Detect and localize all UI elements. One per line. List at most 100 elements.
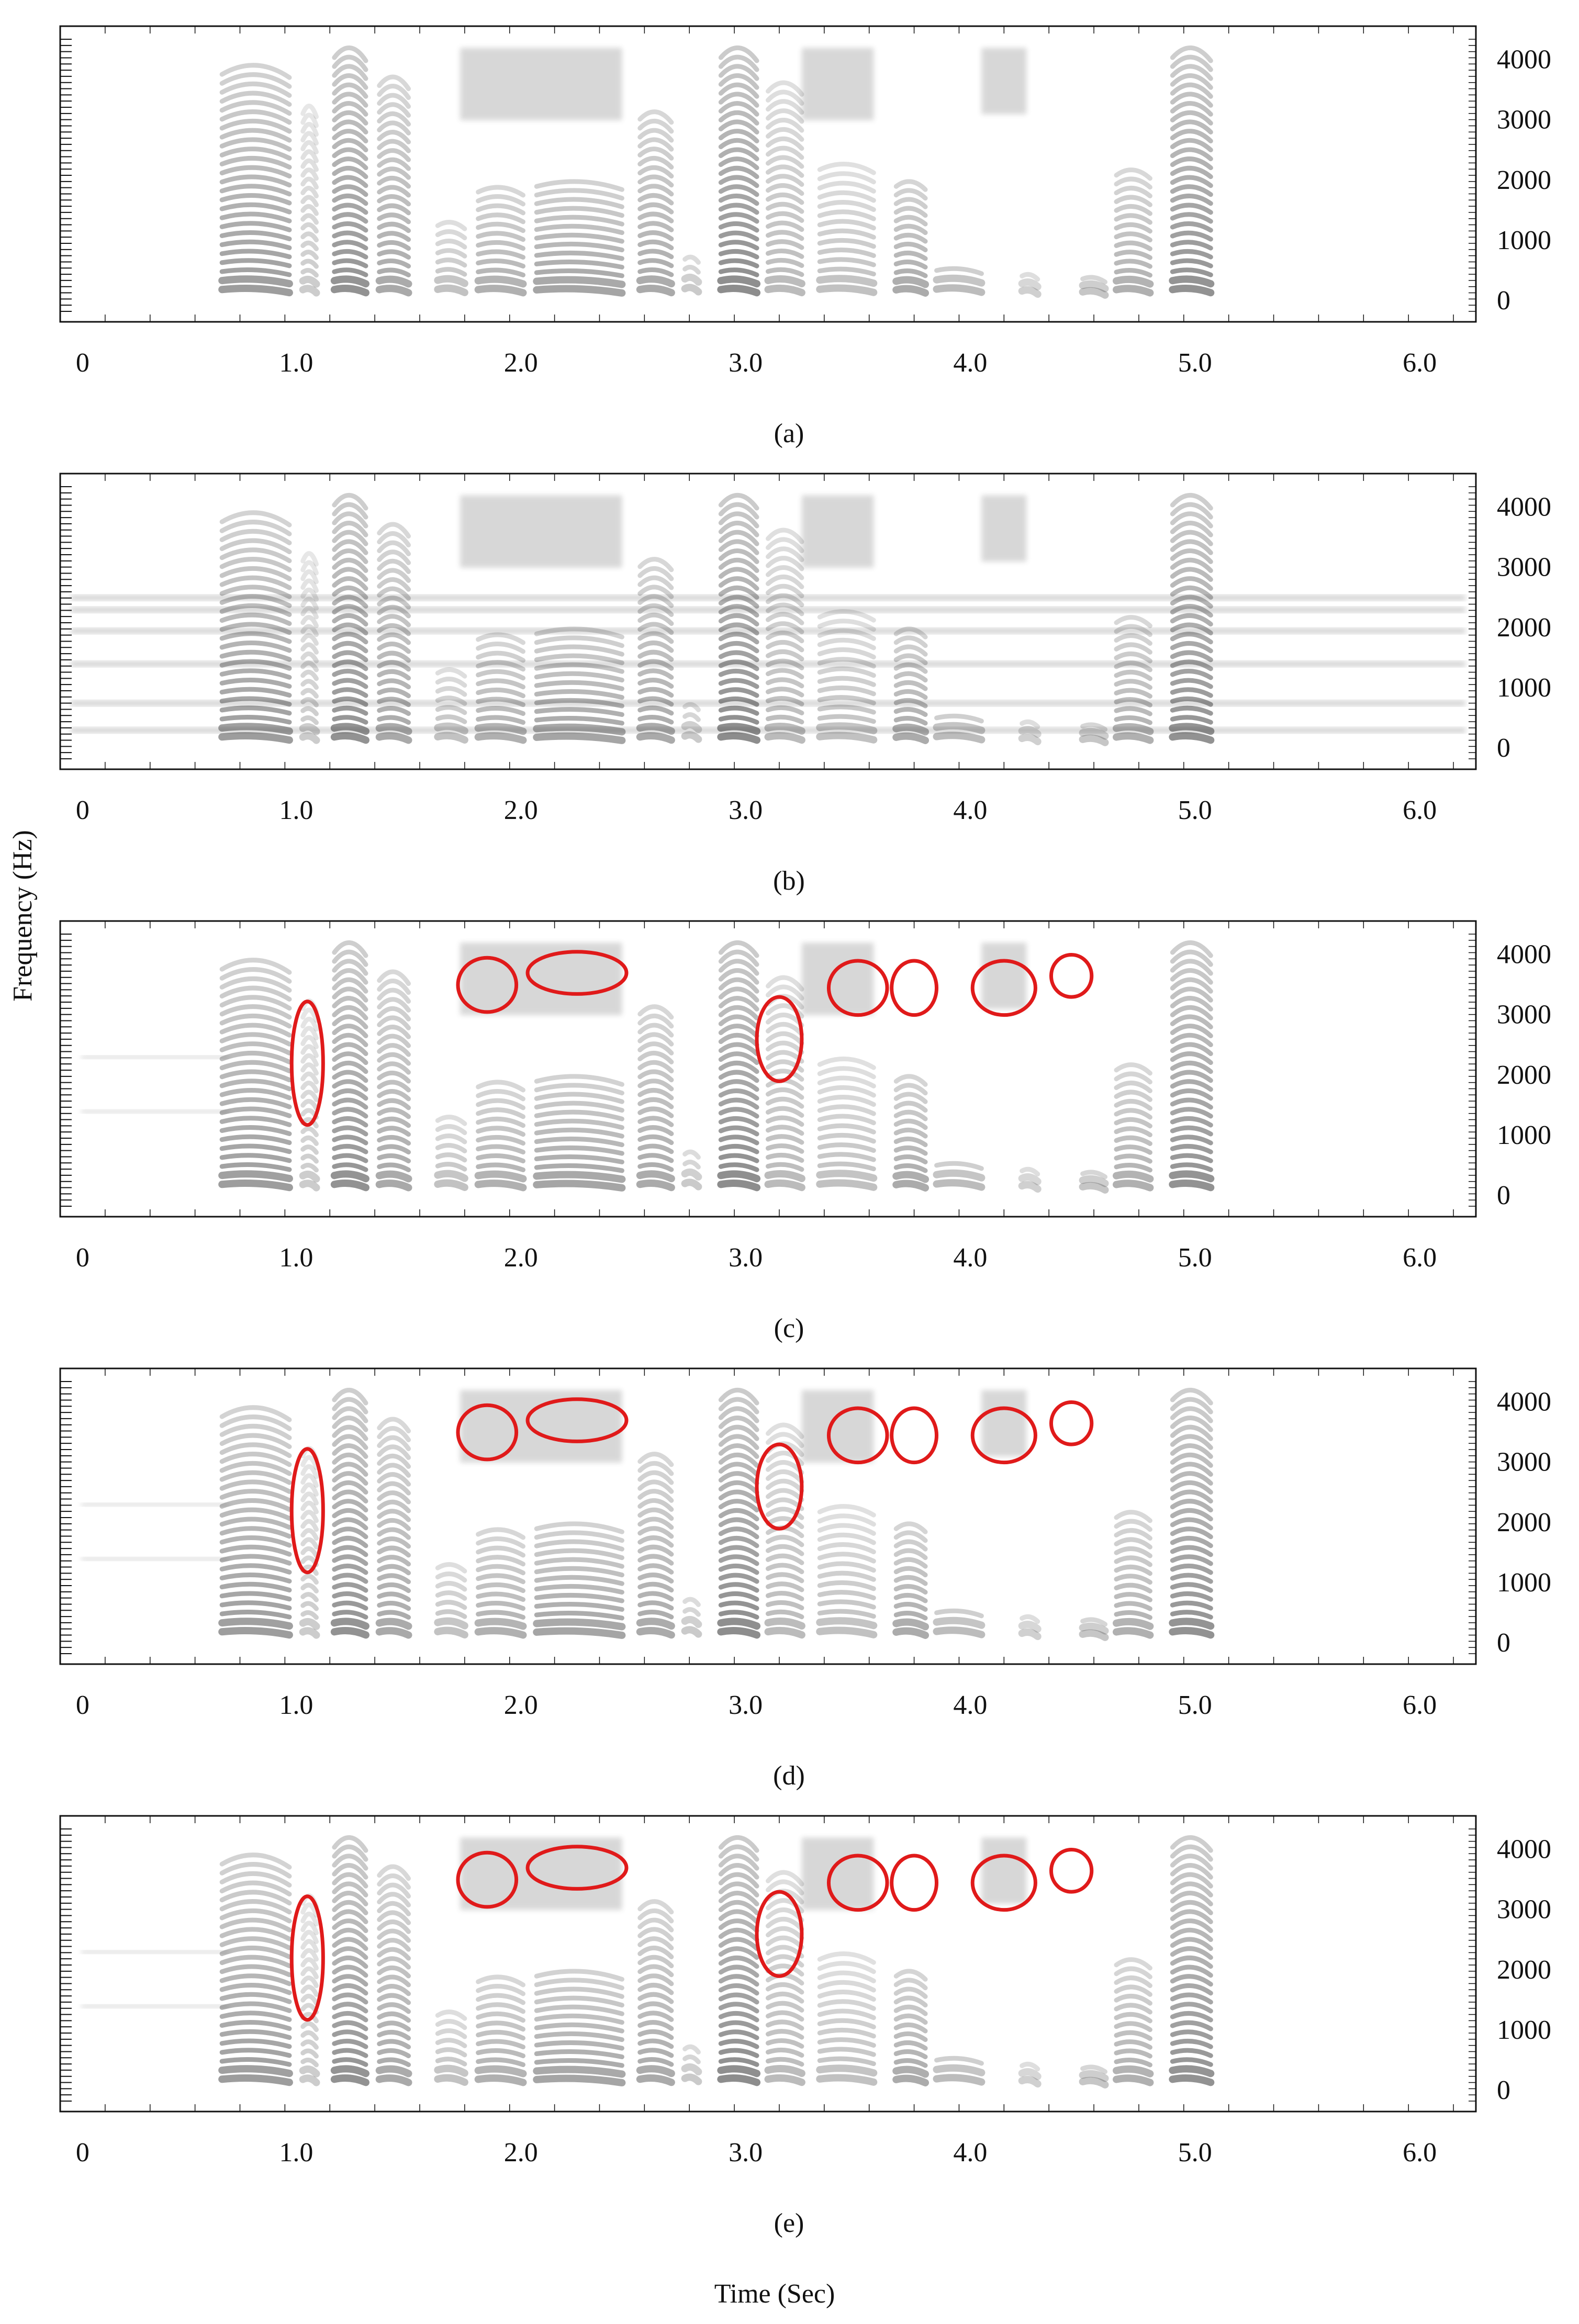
harmonic-stroke bbox=[300, 222, 319, 234]
harmonic-stroke bbox=[300, 1071, 319, 1085]
harmonic-stroke bbox=[718, 2011, 759, 2023]
harmonic-stroke bbox=[1079, 2070, 1109, 2082]
harmonic-stroke bbox=[817, 1532, 876, 1545]
harmonic-stroke bbox=[219, 1079, 292, 1092]
harmonic-stroke bbox=[476, 221, 525, 233]
harmonic-stroke bbox=[718, 1508, 759, 1522]
harmonic-stroke bbox=[476, 1591, 525, 1602]
harmonic-stroke bbox=[435, 267, 467, 277]
harmonic-stroke bbox=[637, 631, 674, 644]
harmonic-stroke bbox=[766, 612, 804, 625]
harmonic-stroke bbox=[332, 1499, 368, 1513]
harmonic-stroke bbox=[637, 1973, 674, 1986]
harmonic-stroke bbox=[1170, 1452, 1213, 1468]
harmonic-stroke bbox=[637, 678, 674, 689]
harmonic-stroke bbox=[637, 1125, 674, 1136]
harmonic-stroke bbox=[718, 687, 759, 698]
panel-frame bbox=[59, 1815, 1477, 2113]
harmonic-stroke bbox=[377, 1509, 411, 1522]
harmonic-stroke bbox=[332, 502, 368, 520]
harmonic-stroke bbox=[637, 2038, 674, 2049]
harmonic-stroke bbox=[219, 1945, 292, 1959]
harmonic-stroke bbox=[299, 1618, 320, 1630]
harmonic-stroke bbox=[893, 1592, 928, 1603]
harmonic-stroke bbox=[1113, 285, 1154, 297]
harmonic-stroke bbox=[718, 1983, 759, 1996]
harmonic-stroke bbox=[219, 1917, 292, 1933]
panel-label: (a) bbox=[774, 419, 804, 448]
speech-segment bbox=[816, 162, 878, 296]
harmonic-stroke bbox=[893, 707, 928, 717]
fricative-haze bbox=[801, 1837, 874, 1910]
time-tick-label: 6.0 bbox=[1403, 2138, 1437, 2168]
harmonic-stroke bbox=[435, 257, 467, 268]
panel-label: (c) bbox=[774, 1313, 804, 1343]
time-tick-label: 4.0 bbox=[953, 348, 987, 378]
harmonic-stroke bbox=[1114, 1108, 1152, 1120]
harmonic-stroke bbox=[893, 1136, 928, 1148]
harmonic-stroke bbox=[219, 1023, 292, 1038]
harmonic-stroke bbox=[476, 687, 525, 699]
speech-segment bbox=[299, 104, 320, 297]
harmonic-stroke bbox=[332, 1835, 368, 1853]
harmonic-stroke bbox=[1114, 1993, 1152, 2006]
harmonic-stroke bbox=[332, 1582, 368, 1593]
harmonic-stroke bbox=[534, 268, 624, 278]
speech-segment bbox=[474, 1080, 527, 1192]
harmonic-stroke bbox=[533, 285, 626, 297]
harmonic-stroke bbox=[766, 1115, 804, 1127]
harmonic-stroke bbox=[718, 1162, 759, 1172]
frequency-tick-label: 2000 bbox=[1497, 1955, 1551, 1985]
time-tick-label: 5.0 bbox=[1178, 348, 1212, 378]
harmonic-stroke bbox=[332, 977, 368, 994]
harmonic-stroke bbox=[474, 2065, 527, 2078]
harmonic-stroke bbox=[332, 1891, 368, 1906]
panel-frame bbox=[59, 25, 1477, 323]
harmonic-stroke bbox=[330, 1170, 369, 1183]
harmonic-stroke bbox=[375, 723, 412, 735]
harmonic-stroke bbox=[1170, 184, 1213, 197]
harmonic-stroke bbox=[332, 1955, 368, 1969]
harmonic-stroke bbox=[718, 119, 759, 134]
harmonic-stroke bbox=[637, 575, 674, 590]
harmonic-stroke bbox=[1020, 1166, 1040, 1177]
panel-label: (e) bbox=[774, 2208, 804, 2238]
harmonic-stroke bbox=[766, 1563, 804, 1575]
frequency-tick-label: 0 bbox=[1497, 1181, 1510, 1210]
harmonic-stroke bbox=[718, 594, 759, 609]
harmonic-stroke bbox=[300, 1975, 319, 1989]
speech-segment bbox=[218, 510, 293, 744]
harmonic-stroke bbox=[300, 1099, 319, 1111]
harmonic-stroke bbox=[637, 1069, 674, 1083]
harmonic-stroke bbox=[534, 1092, 624, 1104]
harmonic-stroke bbox=[637, 687, 674, 698]
harmonic-stroke bbox=[300, 624, 319, 637]
harmonic-stroke bbox=[377, 129, 411, 144]
harmonic-stroke bbox=[718, 92, 759, 108]
harmonic-stroke bbox=[1169, 1627, 1215, 1639]
time-tick-label: 5.0 bbox=[1178, 2138, 1212, 2168]
harmonic-stroke bbox=[219, 2011, 292, 2022]
residual-band bbox=[81, 1109, 229, 1113]
speech-segment bbox=[764, 527, 805, 744]
harmonic-stroke bbox=[766, 1581, 804, 1592]
speech-segment bbox=[717, 493, 761, 744]
harmonic-stroke bbox=[377, 1453, 411, 1469]
harmonic-stroke bbox=[377, 1417, 411, 1434]
harmonic-stroke bbox=[816, 275, 878, 287]
frequency-tick-label: 1000 bbox=[1497, 1120, 1551, 1150]
harmonic-stroke bbox=[1114, 1555, 1152, 1567]
harmonic-stroke bbox=[766, 1096, 804, 1109]
harmonic-stroke bbox=[435, 686, 467, 697]
highlight-ellipse bbox=[970, 1406, 1037, 1465]
harmonic-stroke bbox=[637, 155, 674, 170]
harmonic-stroke bbox=[300, 2039, 319, 2050]
harmonic-stroke bbox=[1114, 2021, 1152, 2033]
harmonic-stroke bbox=[332, 1872, 368, 1889]
panel-label: (b) bbox=[773, 866, 805, 896]
harmonic-stroke bbox=[332, 1992, 368, 2005]
harmonic-stroke bbox=[332, 1088, 368, 1101]
harmonic-stroke bbox=[534, 1548, 624, 1560]
harmonic-stroke bbox=[377, 139, 411, 153]
